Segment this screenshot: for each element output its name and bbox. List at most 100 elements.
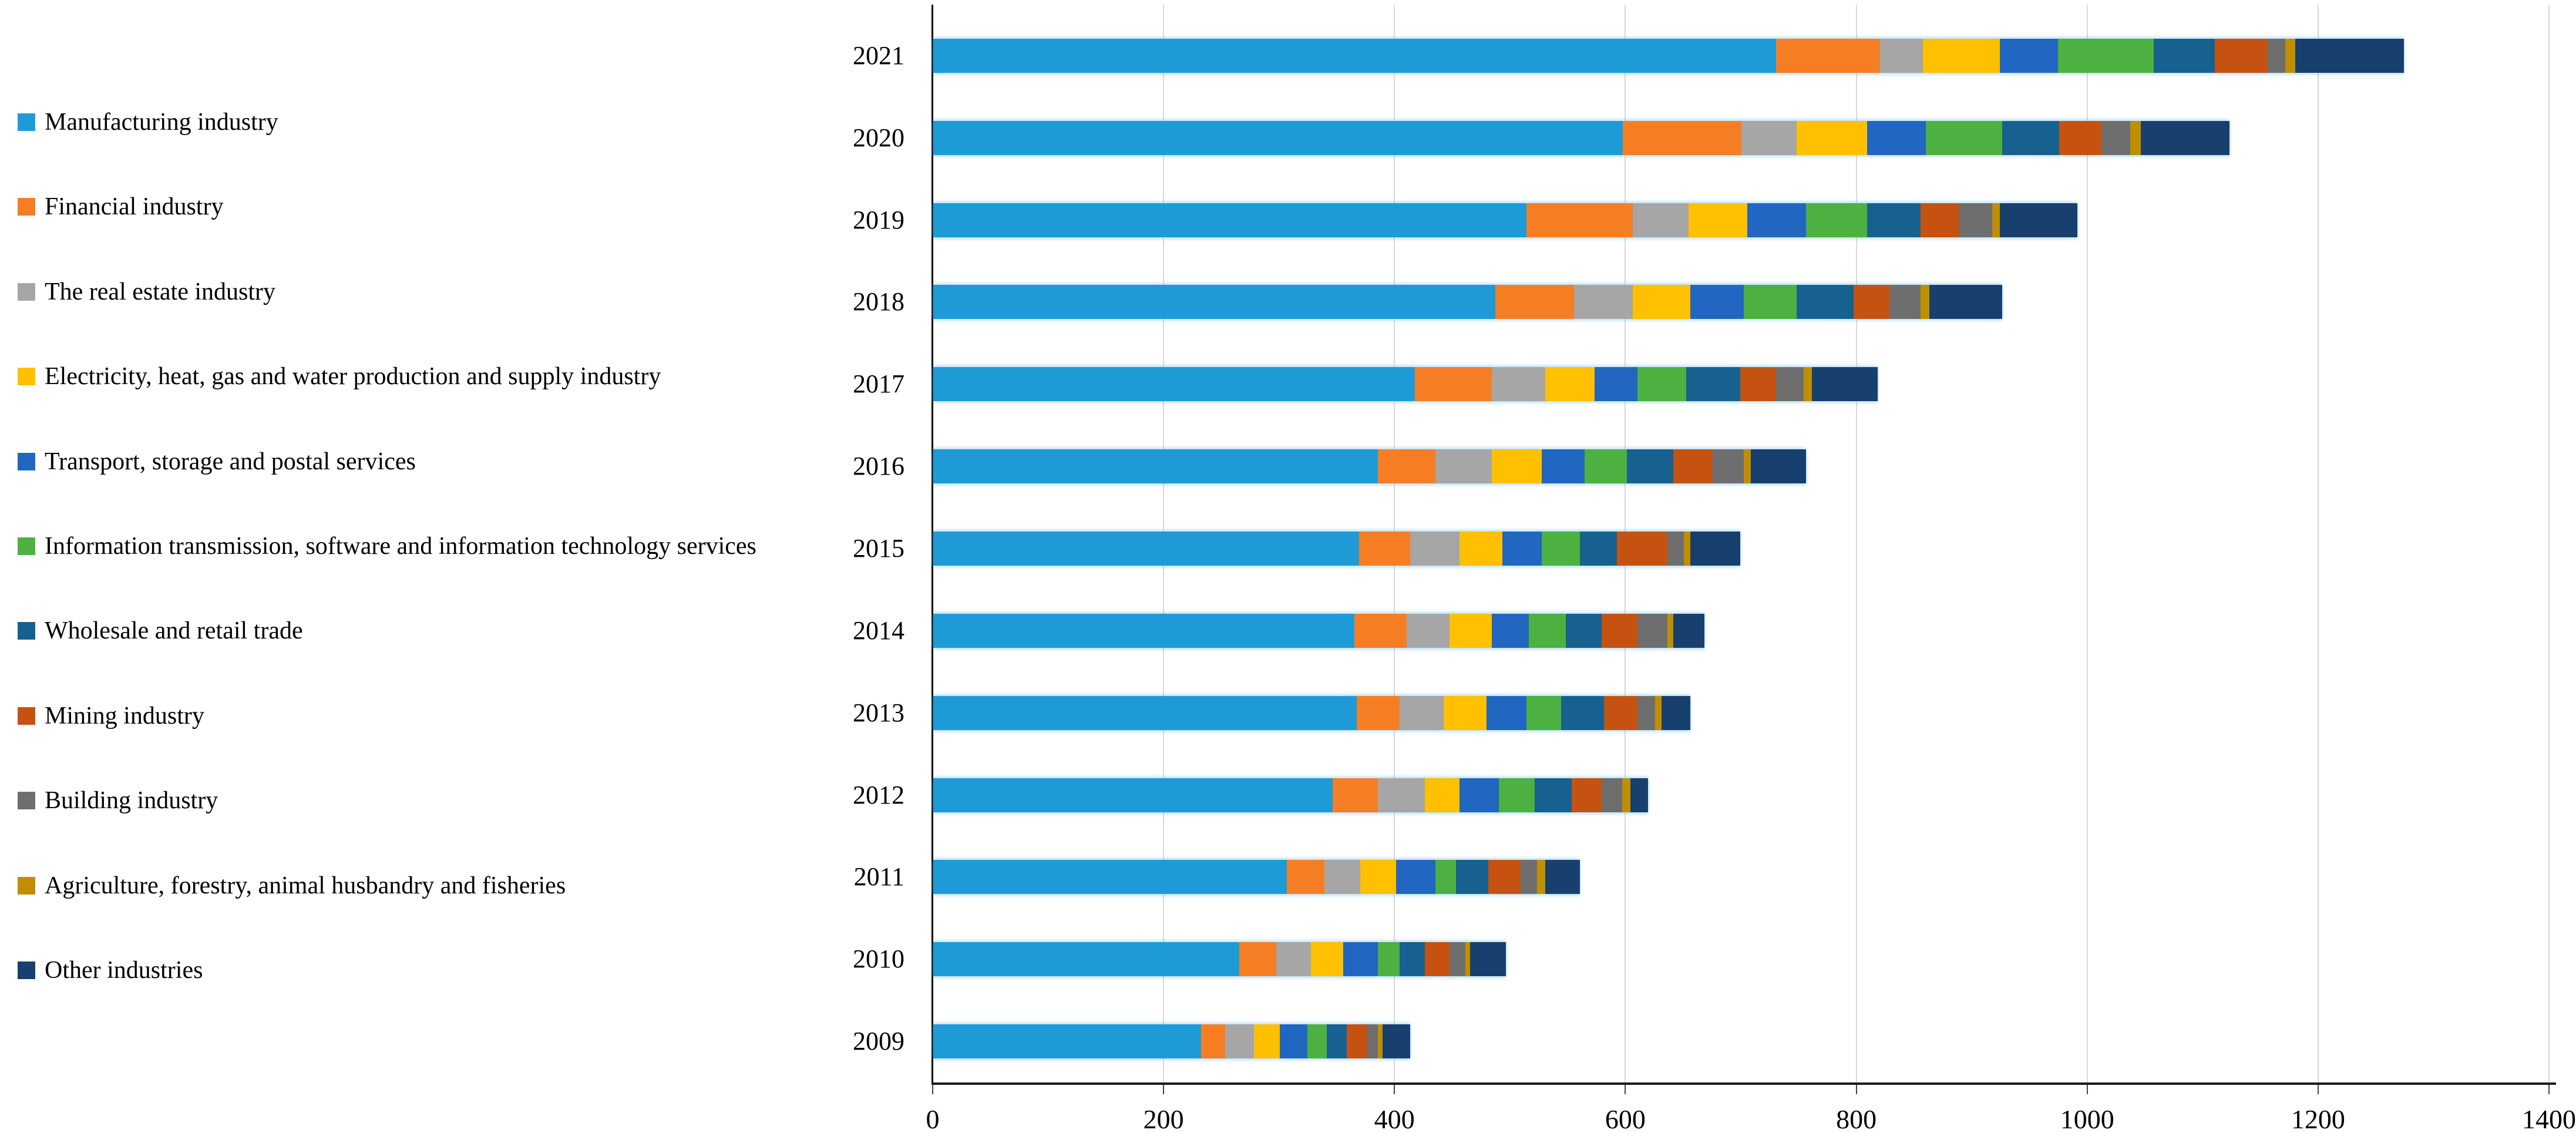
x-axis-tick-label: 800 bbox=[1836, 1104, 1877, 1133]
segment-manufacturing-industry bbox=[933, 778, 1333, 812]
segment-electricity-heat-gas-and-water-production-and-supply-industry bbox=[1310, 942, 1343, 977]
segment-transport-storage-and-postal-services bbox=[1459, 778, 1499, 812]
segment-building-industry bbox=[1637, 613, 1668, 648]
legend-swatch bbox=[18, 876, 35, 895]
legend-label: Other industries bbox=[45, 957, 203, 984]
segment-other-industries bbox=[1662, 695, 1691, 730]
segment-manufacturing-industry bbox=[933, 1024, 1202, 1059]
segment-information-transmission-software-and-information-technology-services bbox=[1307, 1024, 1327, 1059]
bar-2019 bbox=[933, 203, 2077, 237]
legend-label: Agriculture, forestry, animal husbandry … bbox=[45, 872, 566, 899]
year-label: 2019 bbox=[853, 205, 904, 234]
segment-wholesale-and-retail-trade bbox=[1627, 449, 1673, 484]
segment-information-transmission-software-and-information-technology-services bbox=[1541, 532, 1580, 566]
year-label: 2009 bbox=[853, 1027, 904, 1056]
segment-electricity-heat-gas-and-water-production-and-supply-industry bbox=[1545, 367, 1595, 402]
legend-item-wholesale-and-retail-trade: Wholesale and retail trade bbox=[18, 614, 899, 648]
segment-mining-industry bbox=[2059, 120, 2102, 155]
segment-information-transmission-software-and-information-technology-services bbox=[1499, 778, 1535, 812]
segment-transport-storage-and-postal-services bbox=[1541, 449, 1585, 484]
x-axis-tick bbox=[1855, 1085, 1857, 1094]
segment-financial-industry bbox=[1286, 860, 1325, 895]
segment-wholesale-and-retail-trade bbox=[2153, 38, 2215, 73]
segment-manufacturing-industry bbox=[933, 695, 1357, 730]
segment-the-real-estate-industry bbox=[1377, 778, 1425, 812]
segment-manufacturing-industry bbox=[933, 367, 1415, 402]
segment-electricity-heat-gas-and-water-production-and-supply-industry bbox=[1360, 860, 1397, 895]
legend-label: Manufacturing industry bbox=[45, 109, 278, 136]
segment-building-industry bbox=[2101, 120, 2131, 155]
segment-mining-industry bbox=[1740, 367, 1776, 402]
segment-mining-industry bbox=[1571, 778, 1602, 812]
segment-agriculture-forestry-animal-husbandry-and-fisheries bbox=[1683, 532, 1691, 566]
x-axis-tick bbox=[1625, 1085, 1626, 1094]
segment-wholesale-and-retail-trade bbox=[1686, 367, 1740, 402]
legend-item-the-real-estate-industry: The real estate industry bbox=[18, 275, 899, 309]
x-axis-tick bbox=[1394, 1085, 1395, 1094]
year-label: 2015 bbox=[853, 534, 904, 563]
bar-2021 bbox=[933, 38, 2405, 73]
segment-building-industry bbox=[1637, 695, 1655, 730]
segment-electricity-heat-gas-and-water-production-and-supply-industry bbox=[1797, 120, 1868, 155]
segment-wholesale-and-retail-trade bbox=[1797, 285, 1854, 320]
year-label: 2013 bbox=[853, 698, 904, 727]
segment-the-real-estate-industry bbox=[1225, 1024, 1255, 1059]
segment-financial-industry bbox=[1414, 367, 1492, 402]
x-axis-tick-label: 1200 bbox=[2291, 1104, 2345, 1133]
segment-building-industry bbox=[1521, 860, 1537, 895]
x-axis-tick-label: 1000 bbox=[2060, 1104, 2114, 1133]
segment-electricity-heat-gas-and-water-production-and-supply-industry bbox=[1922, 38, 2000, 73]
segment-building-industry bbox=[1712, 449, 1744, 484]
segment-the-real-estate-industry bbox=[1276, 942, 1311, 977]
gridline-x-800 bbox=[1855, 5, 1857, 1082]
segment-electricity-heat-gas-and-water-production-and-supply-industry bbox=[1688, 203, 1747, 237]
segment-the-real-estate-industry bbox=[1633, 203, 1689, 237]
gridline-x-1200 bbox=[2317, 5, 2319, 1082]
legend-label: Electricity, heat, gas and water product… bbox=[45, 363, 661, 391]
segment-wholesale-and-retail-trade bbox=[1456, 860, 1489, 895]
legend-item-electricity-heat-gas-and-water-production-and-supply-industry: Electricity, heat, gas and water product… bbox=[18, 359, 899, 394]
segment-electricity-heat-gas-and-water-production-and-supply-industry bbox=[1633, 285, 1691, 320]
legend-item-mining-industry: Mining industry bbox=[18, 699, 899, 733]
year-label: 2012 bbox=[853, 780, 904, 809]
legend-item-building-industry: Building industry bbox=[18, 784, 899, 818]
segment-information-transmission-software-and-information-technology-services bbox=[1584, 449, 1627, 484]
segment-agriculture-forestry-animal-husbandry-and-fisheries bbox=[1804, 367, 1812, 402]
segment-building-industry bbox=[1889, 285, 1921, 320]
segment-agriculture-forestry-animal-husbandry-and-fisheries bbox=[1920, 285, 1930, 320]
legend-swatch bbox=[18, 452, 35, 470]
segment-the-real-estate-industry bbox=[1406, 613, 1450, 648]
segment-information-transmission-software-and-information-technology-services bbox=[1529, 613, 1566, 648]
bar-2012 bbox=[933, 778, 1648, 812]
legend-item-transport-storage-and-postal-services: Transport, storage and postal services bbox=[18, 445, 899, 479]
segment-financial-industry bbox=[1239, 942, 1276, 977]
segment-the-real-estate-industry bbox=[1492, 367, 1545, 402]
segment-the-real-estate-industry bbox=[1410, 532, 1460, 566]
segment-wholesale-and-retail-trade bbox=[1867, 203, 1921, 237]
bar-2015 bbox=[933, 532, 1740, 566]
segment-agriculture-forestry-animal-husbandry-and-fisheries bbox=[1465, 942, 1470, 977]
bar-2013 bbox=[933, 695, 1691, 730]
x-axis-tick bbox=[1163, 1085, 1165, 1094]
legend-label: The real estate industry bbox=[45, 278, 276, 305]
segment-building-industry bbox=[1667, 532, 1684, 566]
segment-agriculture-forestry-animal-husbandry-and-fisheries bbox=[1536, 860, 1545, 895]
bar-2018 bbox=[933, 285, 2003, 320]
segment-electricity-heat-gas-and-water-production-and-supply-industry bbox=[1449, 613, 1492, 648]
segment-the-real-estate-industry bbox=[1324, 860, 1361, 895]
segment-financial-industry bbox=[1333, 778, 1378, 812]
bar-2009 bbox=[933, 1024, 1410, 1059]
segment-financial-industry bbox=[1622, 120, 1741, 155]
legend-swatch bbox=[18, 368, 35, 386]
segment-financial-industry bbox=[1775, 38, 1880, 73]
segment-agriculture-forestry-animal-husbandry-and-fisheries bbox=[1667, 613, 1673, 648]
segment-transport-storage-and-postal-services bbox=[1343, 942, 1378, 977]
segment-mining-industry bbox=[1425, 942, 1450, 977]
segment-transport-storage-and-postal-services bbox=[1690, 285, 1744, 320]
segment-transport-storage-and-postal-services bbox=[2000, 38, 2058, 73]
segment-other-industries bbox=[2141, 120, 2230, 155]
gridline-x-1400 bbox=[2548, 5, 2550, 1082]
legend-label: Wholesale and retail trade bbox=[45, 617, 303, 645]
year-label: 2017 bbox=[853, 369, 904, 399]
legend-item-other-industries: Other industries bbox=[18, 953, 899, 987]
